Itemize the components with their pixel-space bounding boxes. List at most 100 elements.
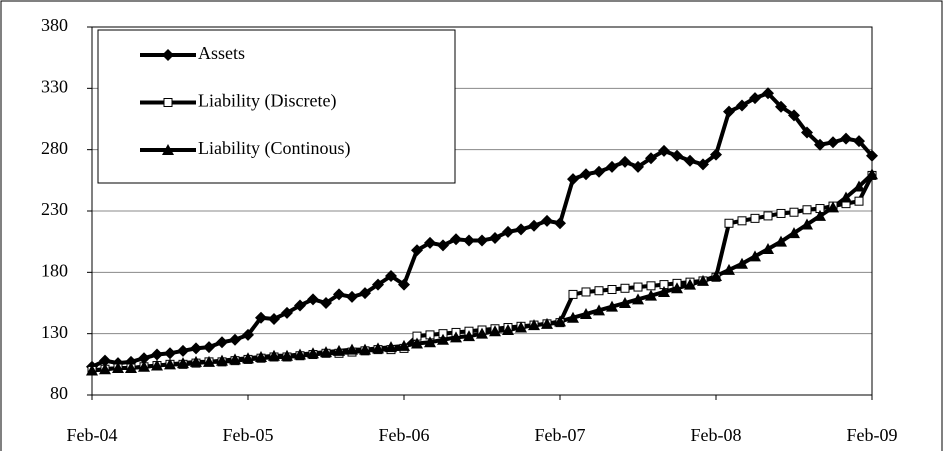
data-point xyxy=(697,274,709,286)
data-point xyxy=(450,233,462,246)
y-tick-label: 130 xyxy=(41,322,68,342)
data-point xyxy=(763,211,773,221)
data-point xyxy=(411,244,423,257)
data-point xyxy=(307,347,319,359)
data-point xyxy=(736,257,748,269)
data-point xyxy=(854,196,864,206)
data-point xyxy=(229,333,241,346)
data-point xyxy=(502,225,514,238)
data-point xyxy=(724,218,734,228)
data-point xyxy=(437,239,449,252)
data-point xyxy=(737,216,747,226)
data-point xyxy=(594,286,604,296)
data-point xyxy=(633,282,643,292)
data-point xyxy=(229,353,241,365)
data-point xyxy=(802,205,812,215)
data-point xyxy=(580,168,592,181)
data-point xyxy=(333,344,345,356)
data-point xyxy=(463,330,475,342)
data-point xyxy=(593,165,605,178)
data-point xyxy=(112,362,124,374)
data-point xyxy=(151,359,163,371)
data-point xyxy=(658,144,670,157)
data-point xyxy=(619,155,631,168)
data-point xyxy=(190,355,202,367)
data-point xyxy=(750,213,760,223)
data-point xyxy=(762,87,774,100)
data-point xyxy=(684,154,696,167)
data-point xyxy=(619,297,631,308)
data-point xyxy=(216,336,228,349)
data-point xyxy=(554,217,566,230)
data-point xyxy=(307,293,319,306)
x-tick-label: Feb-07 xyxy=(535,425,586,445)
legend-marker xyxy=(163,98,173,107)
data-point xyxy=(866,149,878,162)
data-point xyxy=(463,234,475,247)
data-point xyxy=(866,168,878,180)
data-point xyxy=(255,350,267,362)
data-point xyxy=(164,347,176,360)
data-point xyxy=(789,207,799,217)
data-point xyxy=(684,278,696,290)
data-point xyxy=(385,270,397,283)
data-point xyxy=(177,357,189,369)
data-point xyxy=(320,346,332,358)
legend-marker xyxy=(162,49,174,61)
data-point xyxy=(190,342,202,355)
data-point xyxy=(346,343,358,355)
data-point xyxy=(827,201,839,213)
legend-label: Liability (Continous) xyxy=(198,138,351,159)
data-point xyxy=(775,235,787,247)
data-point xyxy=(593,304,605,316)
data-point xyxy=(294,299,306,312)
data-point xyxy=(242,352,254,364)
data-point xyxy=(776,208,786,218)
data-point xyxy=(268,312,280,325)
data-point xyxy=(645,152,657,165)
data-point xyxy=(372,342,384,354)
data-point xyxy=(203,341,215,354)
data-point xyxy=(853,135,865,148)
data-point xyxy=(528,219,540,232)
data-point xyxy=(671,149,683,162)
data-point xyxy=(632,293,644,305)
data-point xyxy=(788,227,800,239)
data-point xyxy=(359,287,371,300)
data-point xyxy=(411,337,423,349)
data-point xyxy=(398,339,410,351)
data-point xyxy=(372,278,384,291)
data-point xyxy=(398,278,410,291)
data-point xyxy=(606,160,618,173)
data-point xyxy=(541,214,553,227)
data-point xyxy=(268,349,280,361)
data-point xyxy=(294,348,306,360)
data-point xyxy=(658,285,670,297)
data-point xyxy=(281,349,293,361)
data-point xyxy=(827,136,839,149)
data-point xyxy=(346,290,358,303)
legend-label: Assets xyxy=(198,43,245,63)
data-point xyxy=(723,263,735,275)
data-point xyxy=(853,180,865,192)
x-tick-label: Feb-09 xyxy=(847,425,898,445)
data-point xyxy=(671,282,683,294)
data-point xyxy=(710,148,722,161)
data-point xyxy=(489,325,501,337)
data-point xyxy=(138,352,150,365)
data-point xyxy=(762,243,774,255)
data-point xyxy=(580,308,592,320)
data-point xyxy=(749,250,761,262)
data-point xyxy=(177,344,189,357)
y-tick-label: 80 xyxy=(50,383,68,403)
data-point xyxy=(125,362,137,374)
data-point xyxy=(320,297,332,309)
data-point xyxy=(528,319,540,331)
y-tick-label: 380 xyxy=(41,15,68,35)
legend-label: Liability (Discrete) xyxy=(198,91,336,112)
data-point xyxy=(723,105,735,118)
data-point xyxy=(242,328,254,341)
data-point xyxy=(632,160,644,173)
data-point xyxy=(216,354,228,366)
